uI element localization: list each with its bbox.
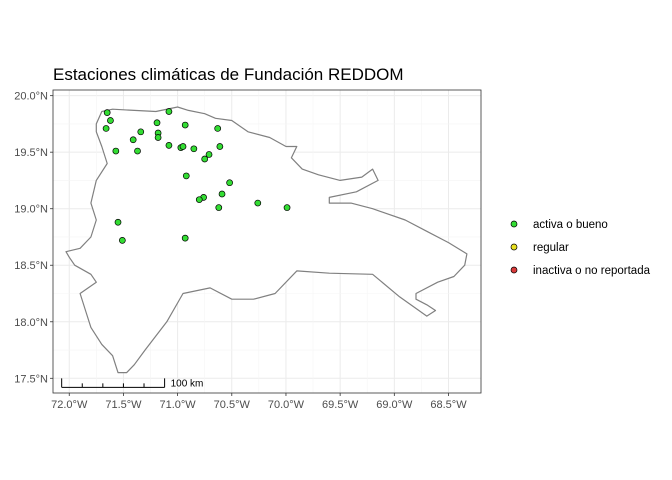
y-tick-label: 20.0°N [14, 91, 48, 103]
station-point [254, 199, 262, 207]
x-tick-label: 70.5°W [214, 399, 251, 411]
scale-bar: 100 km [61, 378, 204, 389]
y-tick-label: 19.0°N [14, 204, 48, 216]
y-tick-label: 18.5°N [14, 260, 48, 272]
station-point [215, 204, 223, 211]
station-point [190, 145, 198, 153]
station-point [103, 109, 111, 116]
station-point [118, 237, 126, 244]
x-tick-label: 68.5°W [430, 399, 467, 411]
station-point [182, 172, 190, 180]
station-point [102, 125, 110, 132]
x-axis-ticks: 72.0°W 71.5°W 71.0°W 70.5°W 70.0°W 69.5°W 69.0… [51, 393, 467, 411]
legend-key [510, 266, 518, 274]
chart-title: Estaciones climáticas de Fundación REDDO… [53, 65, 404, 84]
legend-key [510, 243, 518, 251]
legend-key [510, 220, 518, 228]
island-outline [65, 106, 468, 374]
station-point [218, 190, 226, 198]
station-point [134, 147, 141, 155]
station-point [214, 125, 222, 132]
station-point [165, 108, 173, 115]
station-point [181, 121, 189, 129]
y-tick-label: 18.0°N [14, 317, 48, 329]
station-point [216, 143, 224, 150]
plot-border [52, 89, 482, 394]
y-tick-label: 17.5°N [14, 373, 48, 385]
station-point [137, 128, 145, 136]
y-tick-label: 19.5°N [14, 147, 48, 159]
x-tick-label: 71.0°W [160, 399, 197, 411]
station-point [165, 142, 173, 149]
scale-bar-label: 100 km [171, 378, 204, 389]
station-point [195, 196, 203, 204]
x-tick-label: 70.0°W [268, 399, 305, 411]
station-point [205, 151, 213, 158]
station-point [226, 179, 233, 187]
x-tick-label: 69.0°W [376, 399, 413, 411]
station-point [154, 134, 162, 141]
station-point [114, 218, 122, 226]
station-point [107, 117, 114, 124]
station-point [179, 143, 187, 150]
legend-label: activa o bueno [533, 219, 608, 231]
station-point [181, 234, 189, 242]
station-point [153, 119, 161, 127]
station-point [129, 136, 137, 144]
station-point [112, 147, 120, 155]
legend: activa o bueno regular inactiva o no repor… [510, 219, 651, 277]
legend-label: regular [533, 242, 569, 254]
x-tick-label: 71.5°W [105, 399, 142, 411]
x-tick-label: 69.5°W [322, 399, 359, 411]
y-axis-ticks: 17.5°N 18.0°N 18.5°N 19.0°N 19.5°N 20.0°N [14, 91, 53, 385]
station-point [283, 204, 291, 211]
legend-label: inactiva o no reportada [533, 265, 651, 277]
station-points [102, 108, 291, 244]
station-point [201, 155, 209, 163]
country-outline [65, 106, 468, 374]
x-tick-label: 72.0°W [51, 399, 88, 411]
